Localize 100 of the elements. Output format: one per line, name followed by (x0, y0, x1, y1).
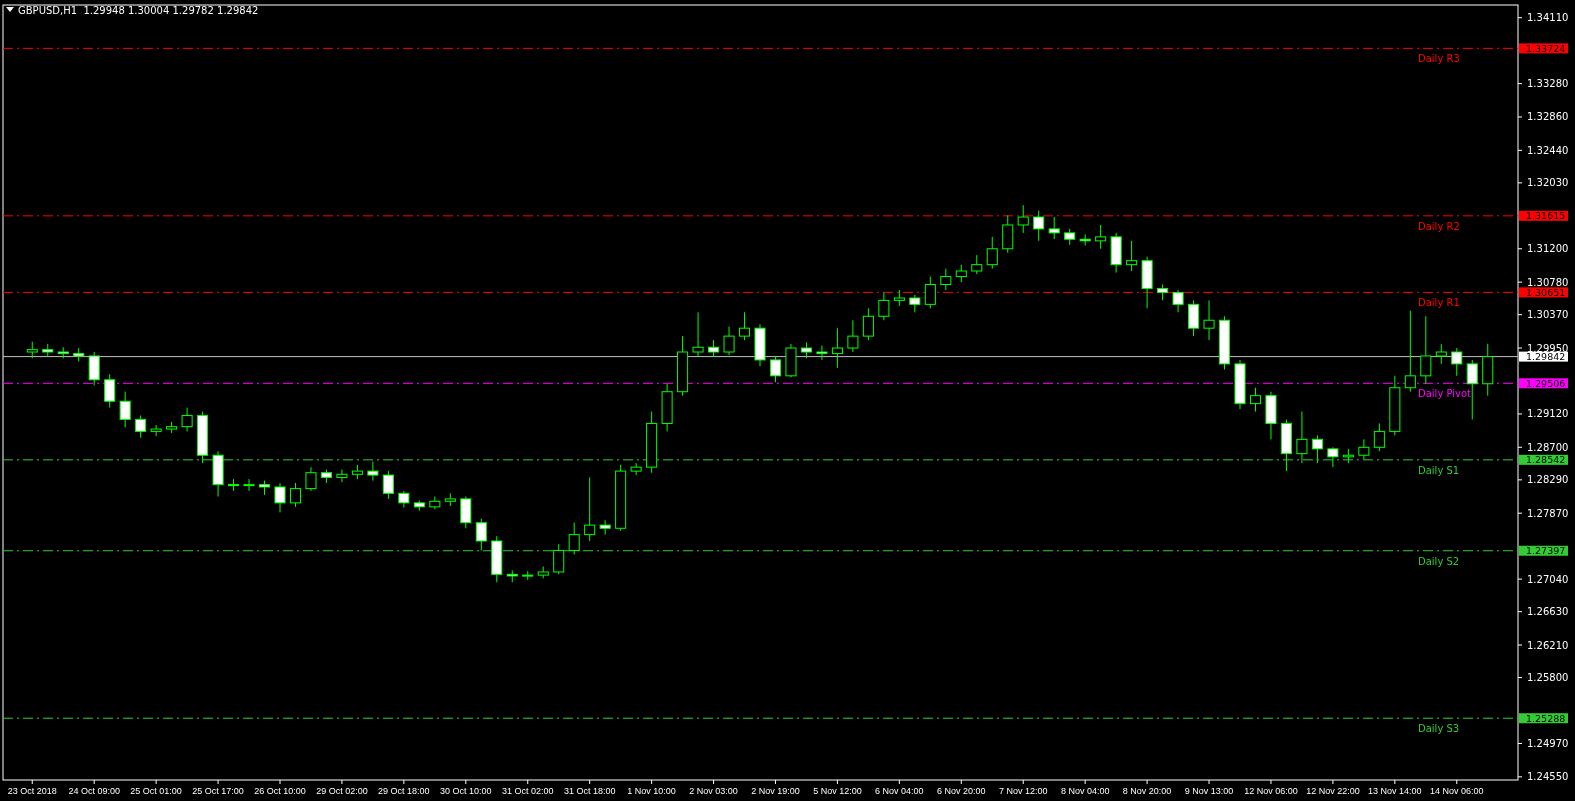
text: 1.29506 (1526, 377, 1566, 389)
x-tick-label: 2 Nov 19:00 (751, 786, 800, 796)
y-tick-label: 1.30780 (1527, 276, 1569, 288)
x-tick-label: 24 Oct 09:00 (68, 786, 120, 796)
candlestick (584, 476, 596, 542)
candlestick (119, 391, 131, 428)
text: 1.31615 (1526, 210, 1566, 222)
x-tick-label: 30 Oct 10:00 (440, 786, 492, 796)
ref-line-label: Daily R2 (1418, 220, 1460, 232)
candlestick (862, 307, 874, 341)
y-tick-label: 1.24550 (1527, 771, 1569, 783)
x-tick-label: 29 Oct 02:00 (316, 786, 368, 796)
text: 1.30651 (1526, 286, 1566, 298)
candlestick (723, 326, 735, 356)
candlestick (847, 319, 859, 353)
candlestick (1451, 347, 1463, 377)
x-tick-label: 7 Nov 12:00 (998, 786, 1048, 796)
y-tick-label: 1.34110 (1527, 12, 1569, 24)
x-tick-label: 12 Nov 06:00 (1244, 786, 1298, 796)
candlestick (630, 462, 642, 476)
x-tick-label: 25 Oct 17:00 (192, 786, 244, 796)
x-tick-label: 14 Nov 06:00 (1430, 786, 1484, 796)
text: 1.28542 (1526, 454, 1566, 466)
x-tick-label: 13 Nov 14:00 (1368, 786, 1422, 796)
x-tick-label: 2 Nov 03:00 (689, 786, 738, 796)
x-tick-label: 1 Nov 10:00 (627, 786, 676, 796)
text: 1.27397 (1526, 545, 1566, 557)
x-tick-label: 23 Oct 2018 (7, 786, 57, 796)
candlestick (924, 276, 936, 309)
candlestick (274, 482, 286, 513)
text: 1.33724 (1526, 42, 1566, 54)
y-tick-label: 1.30370 (1527, 309, 1569, 321)
x-tick-label: 31 Oct 02:00 (501, 786, 554, 796)
candlestick (88, 351, 100, 386)
candlestick (460, 496, 472, 529)
candlestick (878, 291, 890, 321)
y-tick-label: 1.32860 (1527, 111, 1569, 123)
candlestick (1311, 434, 1323, 464)
candlestick (816, 345, 828, 361)
candlestick (986, 236, 998, 270)
ref-line-label: Daily Pivot (1418, 388, 1472, 400)
candlestick (1188, 299, 1200, 337)
x-tick-label: 29 Oct 18:00 (378, 786, 430, 796)
y-tick-label: 1.26630 (1527, 606, 1569, 618)
candlestick (305, 466, 317, 492)
y-tick-label: 1.29120 (1527, 408, 1569, 420)
candlestick (1172, 289, 1184, 313)
candlestick (1095, 224, 1107, 250)
candlestick (1048, 216, 1060, 240)
y-tick-label: 1.32030 (1527, 177, 1569, 189)
ref-line-label: Daily S2 (1418, 555, 1460, 567)
candlestick (181, 407, 193, 432)
text: 1.25288 (1526, 712, 1566, 724)
y-tick-label: 1.33280 (1527, 78, 1569, 90)
x-tick-label: 12 Nov 22:00 (1306, 786, 1360, 796)
candlestick (1404, 310, 1416, 393)
candlestick (1358, 438, 1370, 460)
candlestick (940, 268, 952, 291)
x-tick-label: 5 Nov 12:00 (813, 786, 862, 796)
candlestick (1296, 411, 1308, 464)
candlestick (243, 478, 255, 492)
ref-line-label: Daily R1 (1418, 297, 1460, 309)
candlestick (1002, 214, 1014, 254)
candlestick (382, 470, 394, 500)
y-tick-label: 1.27870 (1527, 507, 1569, 519)
x-tick-label: 8 Nov 20:00 (1122, 786, 1172, 796)
candlestick (104, 373, 116, 409)
candlestick (831, 327, 843, 369)
y-tick-label: 1.26210 (1527, 639, 1569, 651)
candlestick (692, 311, 704, 357)
x-tick-label: 31 Oct 18:00 (563, 786, 616, 796)
candlestick (336, 469, 348, 483)
x-tick-label: 8 Nov 04:00 (1060, 786, 1110, 796)
candlestick (1203, 299, 1215, 341)
candlestick (971, 254, 983, 275)
candlestick (553, 543, 565, 575)
candlestick (1017, 204, 1029, 234)
candlestick (1420, 315, 1432, 385)
candlestick (1373, 422, 1385, 452)
y-tick-label: 1.32440 (1527, 144, 1569, 156)
x-tick-label: 6 Nov 04:00 (875, 786, 924, 796)
y-tick-label: 1.31200 (1527, 243, 1569, 255)
candlestick (1327, 446, 1339, 468)
candlestick (1249, 387, 1262, 413)
candlestick (1435, 343, 1447, 365)
candlestick (135, 415, 147, 439)
candlestick (1126, 240, 1138, 272)
candlestick (769, 355, 782, 383)
candlestick (1033, 210, 1045, 242)
candlestick (367, 461, 379, 482)
candlestick (475, 518, 487, 552)
ref-line-label: Daily R3 (1418, 53, 1460, 65)
y-tick-label: 1.25800 (1527, 672, 1569, 684)
candlestick (289, 482, 302, 508)
ref-line-label: Daily S3 (1418, 723, 1460, 735)
y-tick-label: 1.27040 (1527, 573, 1569, 585)
y-tick-label: 1.28700 (1527, 441, 1569, 453)
ref-line-label: Daily S1 (1418, 464, 1460, 476)
x-tick-label: 26 Oct 10:00 (254, 786, 306, 796)
chart-title: GBPUSD,H1 1.29948 1.30004 1.29782 1.29842 (18, 5, 259, 16)
